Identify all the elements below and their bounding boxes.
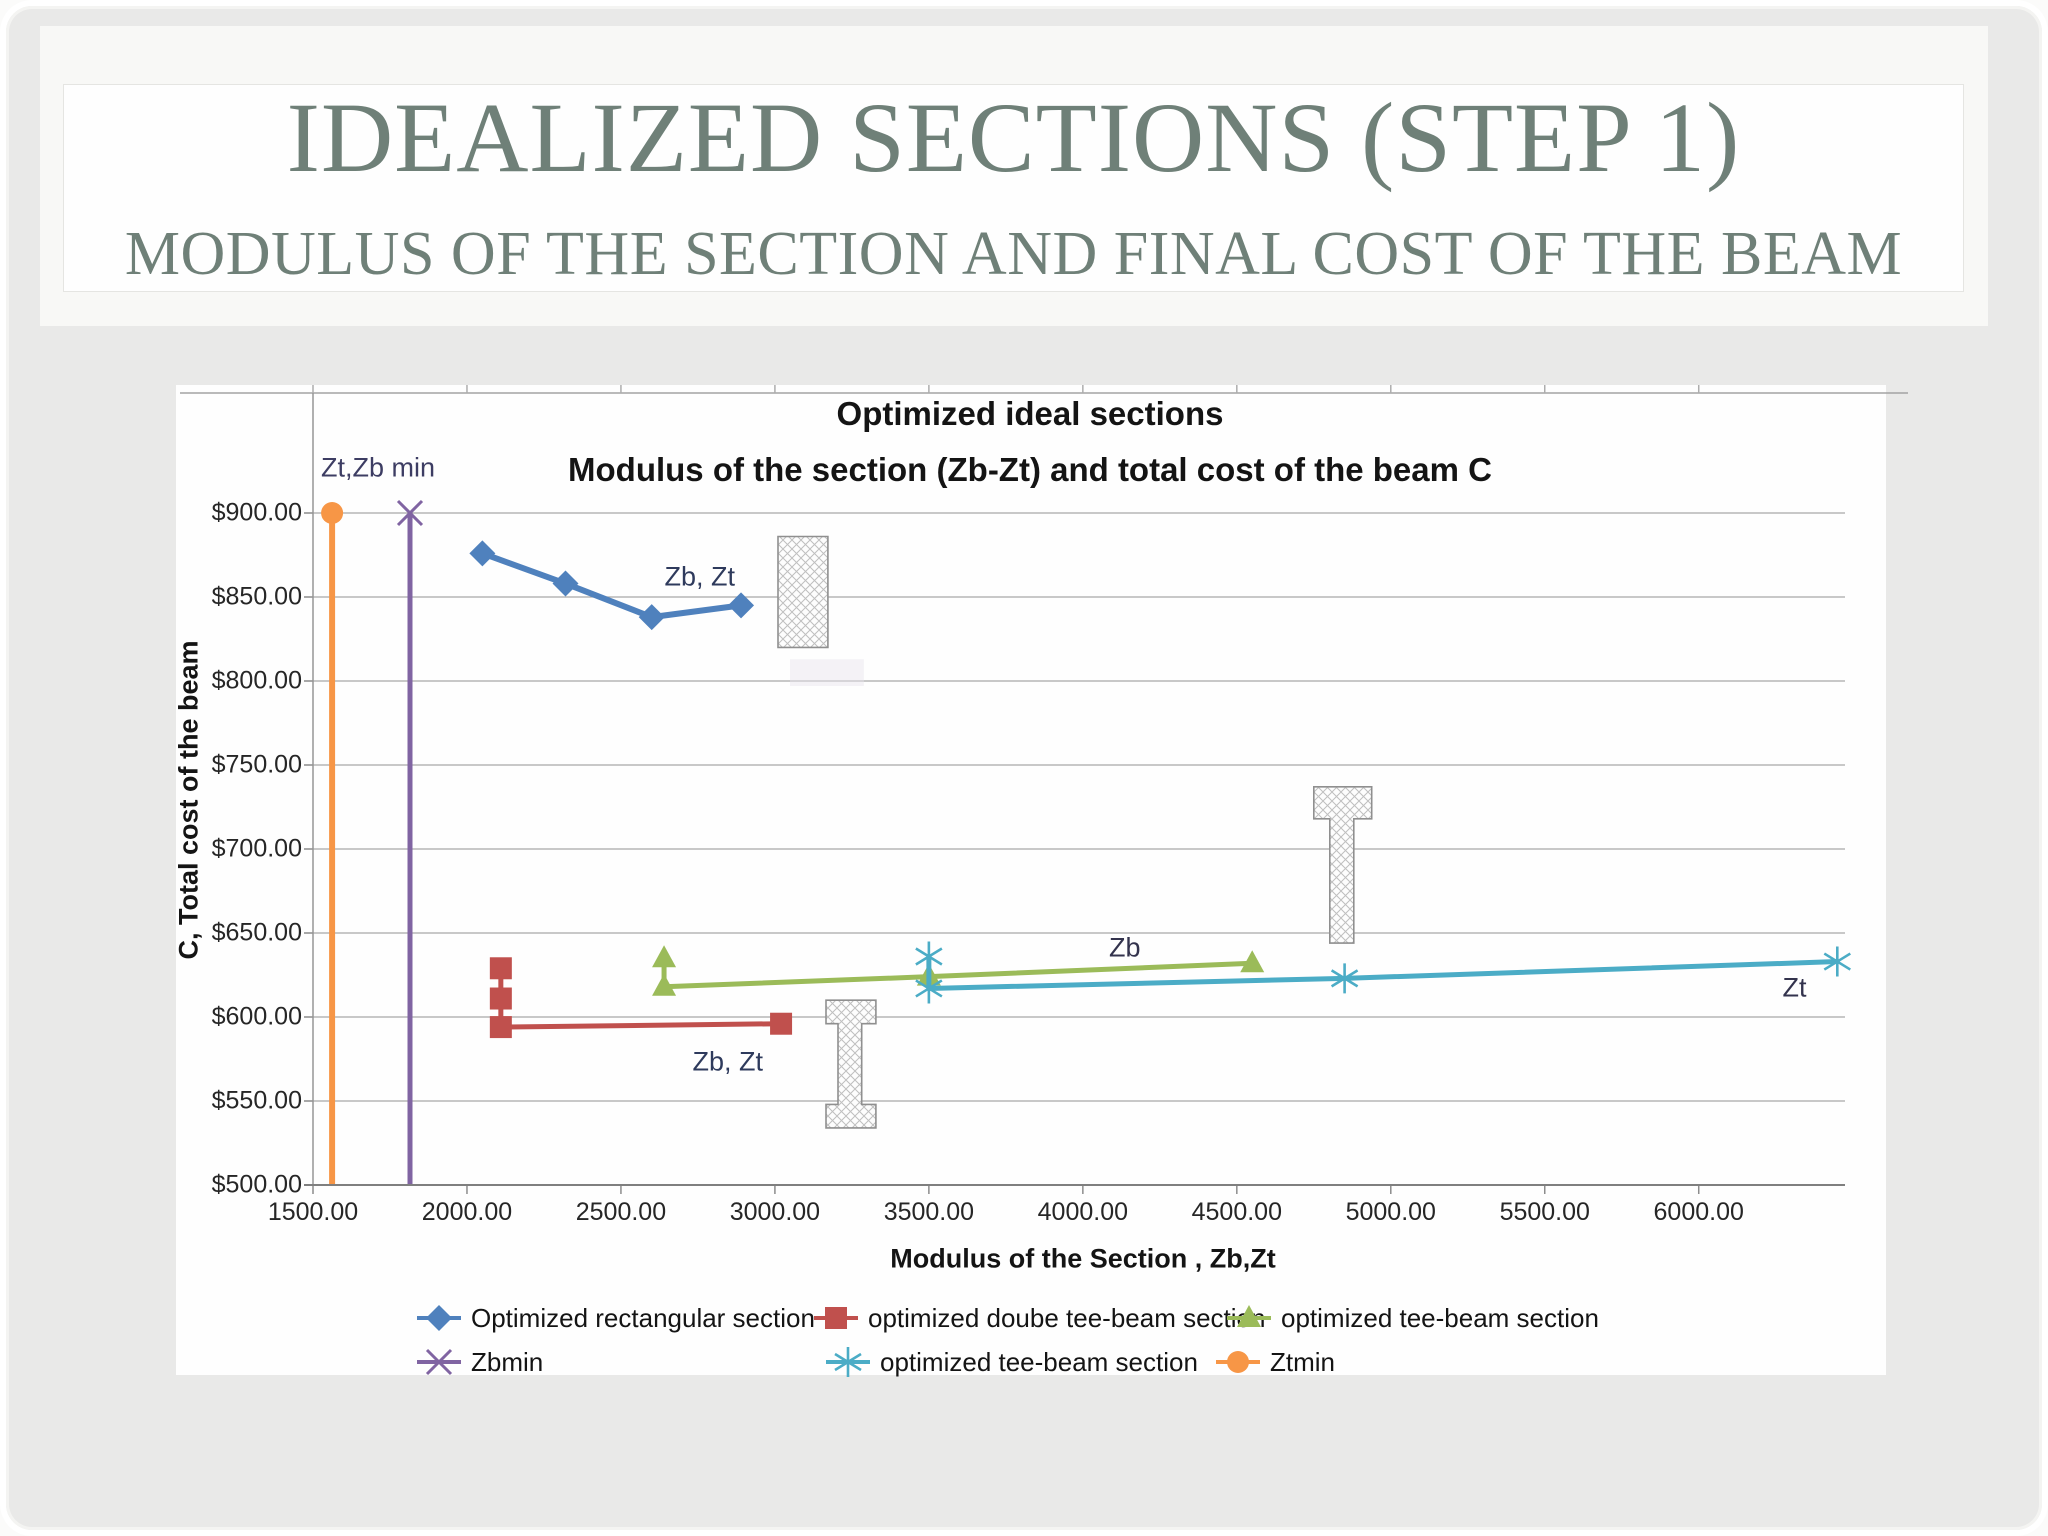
y-tick-label: $750.00 [211,750,302,779]
chart-panel [176,385,1886,1375]
section-sketches [777,535,1373,1129]
chart-title-line1: Optimized ideal sections [836,395,1224,432]
legend-label: optimized doube tee-beam section [868,1302,1266,1333]
data-series [321,499,1851,1185]
y-tick-label: $900.00 [211,498,302,527]
legend-item: Zbmin [416,1345,543,1379]
ghost-shape [790,659,864,686]
y-tick-label: $600.00 [211,1002,302,1031]
legend-item: optimized doube tee-beam section [813,1301,1265,1335]
title-box: IDEALIZED SECTIONS (STEP 1) MODULUS OF T… [63,84,1964,292]
legend-item: optimized tee-beam section [825,1345,1198,1379]
slide-subtitle: MODULUS OF THE SECTION AND FINAL COST OF… [124,220,1903,288]
x-tick-label: 2000.00 [421,1198,513,1226]
y-tick-label: $550.00 [211,1086,302,1115]
y-tick-label: $650.00 [211,918,302,947]
x-tick-label: 4500.00 [1191,1198,1282,1226]
y-axis-title: C, Total cost of the beam [173,640,204,960]
annotation-label: Zb, Zt [664,561,736,592]
double-tee-section-sketch [825,999,877,1129]
x-tick-label: 5500.00 [1499,1198,1590,1226]
x-axis-title: Modulus of the Section , Zb,Zt [890,1243,1276,1274]
legend-marker-icon [417,1348,461,1376]
legend-label: Optimized rectangular section [471,1302,815,1333]
x-tick-label: 2500.00 [575,1198,667,1226]
rectangular-section-sketch [777,535,829,649]
y-tick-label: $800.00 [211,666,302,695]
legend-label: optimized tee-beam section [1281,1302,1599,1333]
legend-item: Ztmin [1215,1345,1335,1379]
legend-marker-icon [1227,1305,1271,1327]
legend-label: optimized tee-beam section [880,1346,1198,1377]
legend-label: Ztmin [1270,1346,1335,1377]
legend-item: optimized tee-beam section [1226,1301,1599,1335]
y-tick-label: $850.00 [211,582,302,611]
x-tick-label: 6000.00 [1653,1198,1744,1226]
legend-marker-icon [826,1347,870,1377]
chart-title-line2: Modulus of the section (Zb-Zt) and total… [568,451,1492,488]
x-tick-label: 3500.00 [883,1198,975,1226]
slide-title: IDEALIZED SECTIONS (STEP 1) [286,82,1741,193]
annotation-label: Zt,Zb min [320,452,435,483]
gridlines [313,512,1845,1102]
legend-item: Optimized rectangular section [416,1301,815,1335]
x-tick-label: 5000.00 [1345,1198,1436,1226]
legend-marker-icon [1216,1351,1260,1373]
y-tick-label: $700.00 [211,834,302,863]
legend-marker-icon [814,1307,858,1329]
legend-label: Zbmin [471,1346,544,1377]
tee-section-sketch [1313,786,1373,944]
axes [180,385,1908,1194]
x-tick-label: 3000.00 [729,1198,821,1226]
annotation-label: Zb, Zt [692,1046,764,1077]
legend-marker-icon [417,1305,461,1331]
annotation-label: Zt [1782,972,1807,1003]
x-tick-label: 1500.00 [267,1198,359,1226]
y-tick-label: $500.00 [211,1170,302,1199]
x-tick-label: 4000.00 [1037,1198,1129,1226]
annotation-label: Zb [1108,932,1141,963]
